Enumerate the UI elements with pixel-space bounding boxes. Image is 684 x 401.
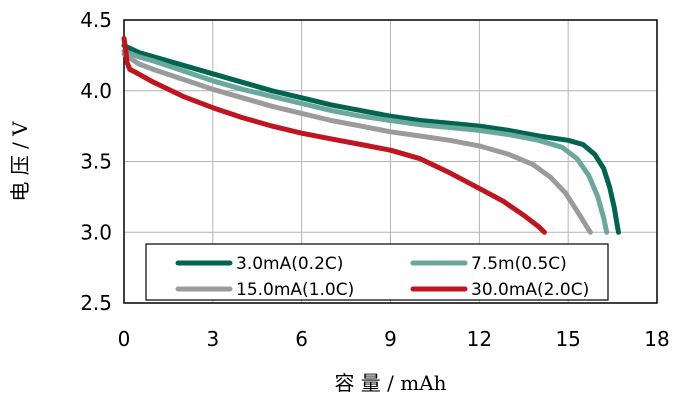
legend-label-1: 3.0mA(0.2C) [236,254,343,274]
x-axis-title: 容 量 / mAh [334,371,446,395]
y-tick-label: 4.5 [80,8,112,32]
y-tick-label: 3.5 [80,150,112,174]
x-tick-label: 9 [384,327,397,351]
x-tick-label: 15 [555,327,580,351]
series-line-2 [121,48,610,235]
series-line-3 [121,51,593,235]
y-tick-label: 3.0 [80,220,112,244]
x-tick-label: 18 [644,327,669,351]
legend-label-2: 7.5m(0.5C) [471,254,567,274]
series-line-1 [121,43,621,235]
series-line-4 [121,35,547,235]
y-tick-label: 4.0 [80,79,112,103]
y-tick-label: 2.5 [80,291,112,315]
x-tick-label: 6 [295,327,308,351]
legend: 3.0mA(0.2C) 7.5m(0.5C) 15.0mA(1.0C) 30.0mA(… [145,243,609,301]
x-axis-tick-labels: 0 3 6 9 12 15 18 [118,327,670,351]
y-axis-tick-labels: 2.5 3.0 3.5 4.0 4.5 [80,8,112,315]
y-axis-title: 电 压 / V [8,121,32,202]
plot-area-frame [123,19,658,304]
legend-label-3: 15.0mA(1.0C) [236,280,354,300]
series-lines [121,35,621,235]
x-tick-label: 0 [118,327,131,351]
legend-box [145,243,609,301]
x-tick-label: 3 [206,327,219,351]
x-tick-label: 12 [467,327,492,351]
legend-label-4: 30.0mA(2.0C) [471,280,589,300]
